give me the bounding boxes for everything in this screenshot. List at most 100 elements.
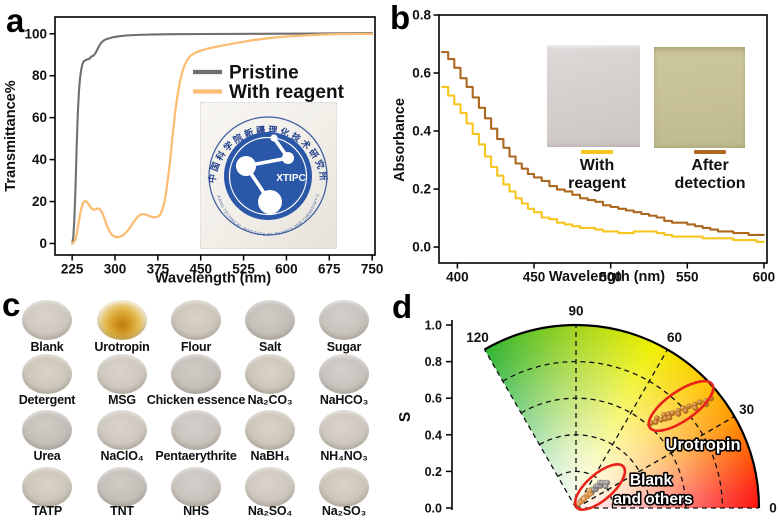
- panel-b-letter: b: [390, 0, 411, 36]
- logo-inner-ring: [228, 136, 308, 216]
- sample-photo-na-so-: [245, 467, 295, 507]
- sample-label-blank: Blank: [30, 340, 64, 354]
- after-detection-label-line1: After: [691, 157, 729, 174]
- s-grid-arc-0.4: [539, 434, 650, 509]
- y-tick-label: 80: [32, 68, 47, 83]
- outer-arc: [483, 323, 761, 509]
- y-tick-label: 0: [39, 236, 47, 251]
- sample-photo-sugar: [319, 300, 369, 340]
- sample-label-pentaerythrite: Pentaerythrite: [155, 449, 237, 463]
- with-reagent-label: With reagent: [568, 157, 626, 192]
- sample-label-nh-no-: NH₄NO₃: [320, 449, 368, 463]
- angle-tick-label-90: 90: [568, 304, 583, 319]
- x-tick-label: 375: [147, 262, 170, 277]
- data-point: [666, 414, 673, 421]
- sample-photo-detergent: [22, 354, 72, 394]
- y-tick-label: 60: [32, 110, 47, 125]
- y-axis-label: Absorbance: [392, 98, 408, 182]
- y-tick-label: 0.0: [412, 240, 431, 255]
- angle-tick-label-0: 0: [769, 501, 777, 516]
- sample-photo-nahco-: [319, 354, 369, 394]
- x-tick-label: 225: [61, 262, 84, 277]
- sample-label-nhs: NHS: [183, 504, 209, 518]
- x-tick-label: 450: [523, 270, 546, 285]
- sample-photo-urotropin: [97, 300, 147, 340]
- s-tick-label: 0.8: [425, 355, 442, 369]
- x-tick-label: 300: [104, 262, 127, 277]
- data-point: [685, 403, 692, 410]
- x-axis-label: Wavelength (nm): [155, 271, 271, 287]
- angle-tick-label-60: 60: [667, 330, 682, 345]
- y-tick-label: 0.2: [412, 182, 431, 197]
- after-detection-swatch-line: [694, 150, 726, 154]
- data-point: [652, 419, 659, 426]
- sample-photo-na-co-: [245, 354, 295, 394]
- sample-photo-tnt: [97, 467, 147, 507]
- after-detection-label: After detection: [674, 157, 745, 192]
- data-point: [675, 411, 682, 417]
- y-tick-label: 100: [24, 26, 47, 41]
- data-point: [580, 496, 587, 502]
- sample-label-na-so-: Na₂SO₃: [321, 504, 367, 518]
- x-tick-label: 450: [189, 262, 212, 277]
- x-tick-label: 750: [361, 262, 384, 277]
- data-point: [586, 487, 593, 494]
- sample-label-naclo-: NaClO₄: [100, 449, 144, 463]
- s-grid-arc-0.8: [502, 360, 724, 509]
- sample-label-na-co-: Na₂CO₃: [247, 393, 293, 407]
- sample-photo-nh-no-: [319, 410, 369, 450]
- s-tick-label: 0.6: [425, 392, 442, 406]
- logo-molecule-nodes: [236, 134, 294, 214]
- x-tick-label: 500: [599, 270, 622, 285]
- scatter-group-0: [648, 395, 715, 426]
- urotropin-cluster-ellipse: [647, 379, 715, 433]
- s-tick-label: 0.2: [425, 465, 442, 479]
- angle-tick-label-120: 120: [466, 330, 489, 345]
- axes-box: [438, 14, 768, 264]
- with-reagent-label-line1: With: [579, 157, 615, 174]
- sample-label-salt: Salt: [258, 340, 282, 354]
- data-point: [602, 483, 609, 490]
- x-tick-label: 675: [318, 262, 341, 277]
- sample-label-sugar: Sugar: [326, 340, 362, 354]
- y-tick-label: 0.6: [412, 66, 431, 81]
- legend-label-0: Pristine: [229, 63, 299, 84]
- sample-label-flour: Flour: [180, 340, 212, 354]
- y-tick-label: 0.8: [412, 8, 431, 23]
- y-tick-label: 0.4: [412, 124, 431, 139]
- sample-label-detergent: Detergent: [18, 393, 76, 407]
- s-tick-label: 0.4: [425, 428, 442, 442]
- s-tick-label: 0.0: [425, 502, 442, 516]
- x-tick-label: 600: [275, 262, 298, 277]
- sample-photo-blank: [22, 300, 72, 340]
- sample-photo-salt: [245, 300, 295, 340]
- y-tick-label: 20: [32, 194, 47, 209]
- sample-photo-naclo-: [97, 410, 147, 450]
- inset-photo-with-reagent: [547, 45, 640, 147]
- panel-a-letter: a: [6, 2, 25, 39]
- y-axis-label: Transmittance%: [3, 80, 19, 191]
- sample-label-msg: MSG: [108, 393, 136, 407]
- sample-label-na-so-: Na₂SO₄: [247, 504, 293, 518]
- inset-photo-after-detection: [654, 47, 745, 148]
- sample-photo-urea: [22, 410, 72, 450]
- after-detection-label-line2: detection: [674, 174, 746, 192]
- urotropin-cluster-label: Urotropin: [665, 436, 740, 454]
- with-reagent-swatch-line: [581, 150, 613, 154]
- sample-label-chicken-essence: Chicken essence: [146, 393, 246, 407]
- sample-label-nahco-: NaHCO₃: [319, 393, 369, 407]
- sample-label-tatp: TATP: [32, 504, 62, 518]
- x-tick-label: 600: [753, 270, 776, 285]
- legend-label-1: With reagent: [229, 82, 345, 103]
- sample-photo-msg: [97, 354, 147, 394]
- scatter-group-2: [575, 487, 594, 507]
- sample-label-urotropin: Urotropin: [94, 340, 150, 354]
- panel-c-sample-grid: Blank Urotropin Flour Salt Sugar Detergent MSG…: [0, 290, 390, 521]
- data-point: [692, 405, 699, 411]
- sample-photo-chicken-essence: [171, 354, 221, 394]
- blank-cluster-label-line2: and others: [613, 491, 692, 508]
- series-line-1: [70, 32, 374, 245]
- angle-tick-label-30: 30: [739, 402, 754, 417]
- panel-b-absorbance-chart: 400 450 500 550 600 0.0 0.2 0.4 0.6 0.8 Wavelength…: [392, 8, 776, 286]
